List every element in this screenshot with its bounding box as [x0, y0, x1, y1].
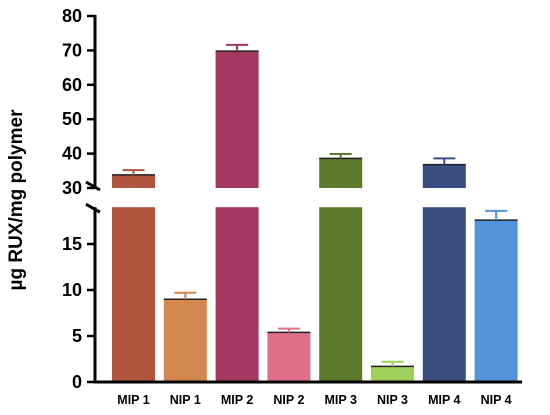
bar-mip-4-upper [422, 164, 466, 188]
y-tick-label: 70 [62, 40, 82, 60]
upper-y-axis-ticks: 30 40 50 60 70 80 [62, 6, 95, 198]
axis-break-mark [85, 180, 101, 192]
y-tick-label: 0 [72, 372, 82, 392]
y-tick-label: 5 [72, 326, 82, 346]
y-tick-label: 40 [62, 144, 82, 164]
bar-mip-4 [422, 157, 466, 382]
bar-mip-4-lower [422, 207, 466, 382]
y-axis-label: µg RUX/mg polymer [6, 109, 27, 291]
x-tick-label: NIP 4 [481, 393, 512, 407]
bars [112, 43, 518, 382]
lower-y-axis-ticks: 0 5 10 15 [62, 234, 95, 392]
x-tick-label: MIP 3 [324, 393, 356, 407]
bar-mip-1-lower [112, 207, 155, 382]
bar-mip-2-lower [215, 207, 259, 382]
y-tick-label: 80 [62, 6, 82, 26]
bar-nip-2 [267, 327, 311, 382]
bar-nip-3-rect [371, 366, 414, 382]
x-tick-label: NIP 1 [170, 393, 201, 407]
bar-mip-3-lower [319, 207, 363, 382]
y-tick-label: 10 [62, 280, 82, 300]
y-tick-label: 50 [62, 109, 82, 129]
bar-mip-2 [215, 43, 259, 382]
y-tick-label: 15 [62, 234, 82, 254]
bar-nip-1-rect [163, 299, 207, 382]
axes [85, 15, 522, 384]
bar-mip-2-upper [215, 51, 259, 189]
bar-mip-3 [319, 152, 363, 382]
bar-nip-4-rect [474, 220, 518, 382]
bar-mip-1-upper [112, 174, 155, 188]
bar-mip-3-upper [319, 158, 363, 188]
bar-nip-1 [163, 291, 207, 382]
y-tick-label: 30 [62, 178, 82, 198]
bar-nip-4 [474, 209, 518, 382]
axis-break-mark [85, 202, 101, 214]
x-tick-label: MIP 1 [117, 393, 149, 407]
bar-nip-3 [371, 360, 414, 382]
x-tick-label: MIP 4 [428, 393, 460, 407]
category-labels: MIP 1 NIP 1 MIP 2 NIP 2 MIP 3 NIP 3 MIP 4 NIP 4 [117, 393, 511, 407]
y-tick-label: 60 [62, 75, 82, 95]
bar-mip-1 [112, 169, 155, 382]
x-tick-label: NIP 2 [273, 393, 304, 407]
bar-nip-2-rect [267, 332, 311, 382]
x-tick-label: NIP 3 [377, 393, 408, 407]
x-tick-label: MIP 2 [221, 393, 253, 407]
